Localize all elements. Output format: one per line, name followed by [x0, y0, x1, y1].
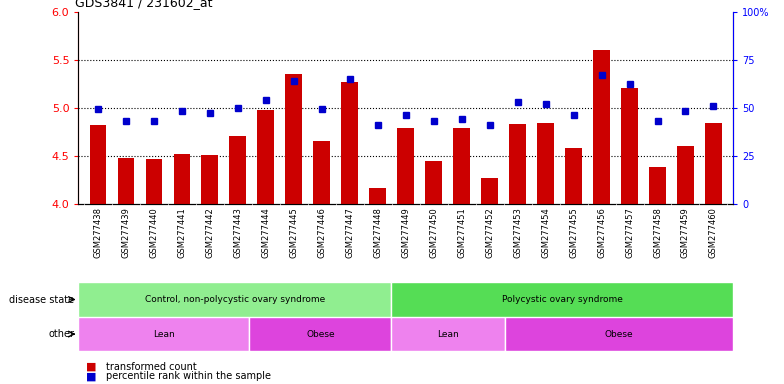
- Text: percentile rank within the sample: percentile rank within the sample: [106, 371, 270, 381]
- Text: GSM277454: GSM277454: [541, 207, 550, 258]
- Text: GSM277450: GSM277450: [429, 207, 438, 258]
- Bar: [78, 282, 391, 317]
- Bar: [341, 82, 358, 204]
- Text: GSM277452: GSM277452: [485, 207, 494, 258]
- Text: GSM277441: GSM277441: [177, 207, 187, 258]
- Text: GSM277455: GSM277455: [569, 207, 578, 258]
- Text: ■: ■: [86, 362, 96, 372]
- Bar: [314, 141, 330, 204]
- Text: transformed count: transformed count: [106, 362, 197, 372]
- Bar: [537, 123, 554, 204]
- Text: GSM277460: GSM277460: [709, 207, 718, 258]
- Bar: [565, 148, 582, 204]
- Text: GSM277459: GSM277459: [681, 207, 690, 258]
- Text: GSM277442: GSM277442: [205, 207, 214, 258]
- Bar: [481, 178, 498, 204]
- Bar: [89, 125, 107, 204]
- Bar: [257, 111, 274, 204]
- Text: ■: ■: [86, 371, 96, 381]
- Text: GSM277445: GSM277445: [289, 207, 299, 258]
- Bar: [230, 136, 246, 204]
- Text: GSM277449: GSM277449: [401, 207, 410, 258]
- Text: Obese: Obese: [605, 329, 633, 339]
- Bar: [705, 123, 722, 204]
- Bar: [593, 50, 610, 204]
- Bar: [173, 154, 191, 204]
- Text: GSM277438: GSM277438: [93, 207, 103, 258]
- Text: GSM277444: GSM277444: [261, 207, 270, 258]
- Text: Control, non-polycystic ovary syndrome: Control, non-polycystic ovary syndrome: [145, 295, 325, 304]
- Text: GSM277453: GSM277453: [513, 207, 522, 258]
- Bar: [453, 127, 470, 204]
- Bar: [649, 167, 666, 204]
- Bar: [201, 155, 218, 204]
- Bar: [506, 317, 733, 351]
- Bar: [78, 317, 249, 351]
- Text: GSM277443: GSM277443: [234, 207, 242, 258]
- Bar: [391, 282, 733, 317]
- Text: GSM277448: GSM277448: [373, 207, 383, 258]
- Text: GSM277440: GSM277440: [150, 207, 158, 258]
- Bar: [397, 127, 414, 204]
- Text: Lean: Lean: [153, 329, 175, 339]
- Text: disease state: disease state: [9, 295, 74, 305]
- Bar: [425, 161, 442, 204]
- Bar: [621, 88, 638, 204]
- Bar: [391, 317, 506, 351]
- Text: GSM277451: GSM277451: [457, 207, 466, 258]
- Bar: [249, 317, 391, 351]
- Text: GSM277458: GSM277458: [653, 207, 662, 258]
- Bar: [677, 146, 694, 204]
- Bar: [510, 124, 526, 204]
- Text: Obese: Obese: [306, 329, 335, 339]
- Text: GSM277439: GSM277439: [122, 207, 130, 258]
- Bar: [285, 74, 302, 204]
- Text: GDS3841 / 231602_at: GDS3841 / 231602_at: [75, 0, 212, 9]
- Bar: [146, 159, 162, 204]
- Text: GSM277447: GSM277447: [345, 207, 354, 258]
- Text: Lean: Lean: [437, 329, 459, 339]
- Bar: [118, 159, 134, 204]
- Text: other: other: [49, 329, 74, 339]
- Text: Polycystic ovary syndrome: Polycystic ovary syndrome: [502, 295, 622, 304]
- Bar: [369, 188, 387, 204]
- Text: GSM277457: GSM277457: [625, 207, 634, 258]
- Text: GSM277456: GSM277456: [597, 207, 606, 258]
- Text: GSM277446: GSM277446: [318, 207, 326, 258]
